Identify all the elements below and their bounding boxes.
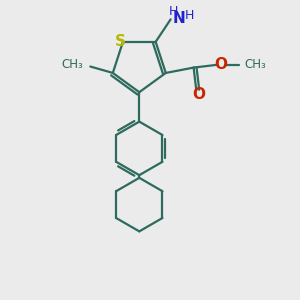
Text: S: S [115,34,126,49]
Text: H: H [185,9,195,22]
Text: N: N [173,11,186,26]
Text: H: H [169,5,178,18]
Text: O: O [192,87,205,102]
Text: CH₃: CH₃ [244,58,266,71]
Text: CH₃: CH₃ [61,58,83,71]
Text: O: O [214,57,227,72]
